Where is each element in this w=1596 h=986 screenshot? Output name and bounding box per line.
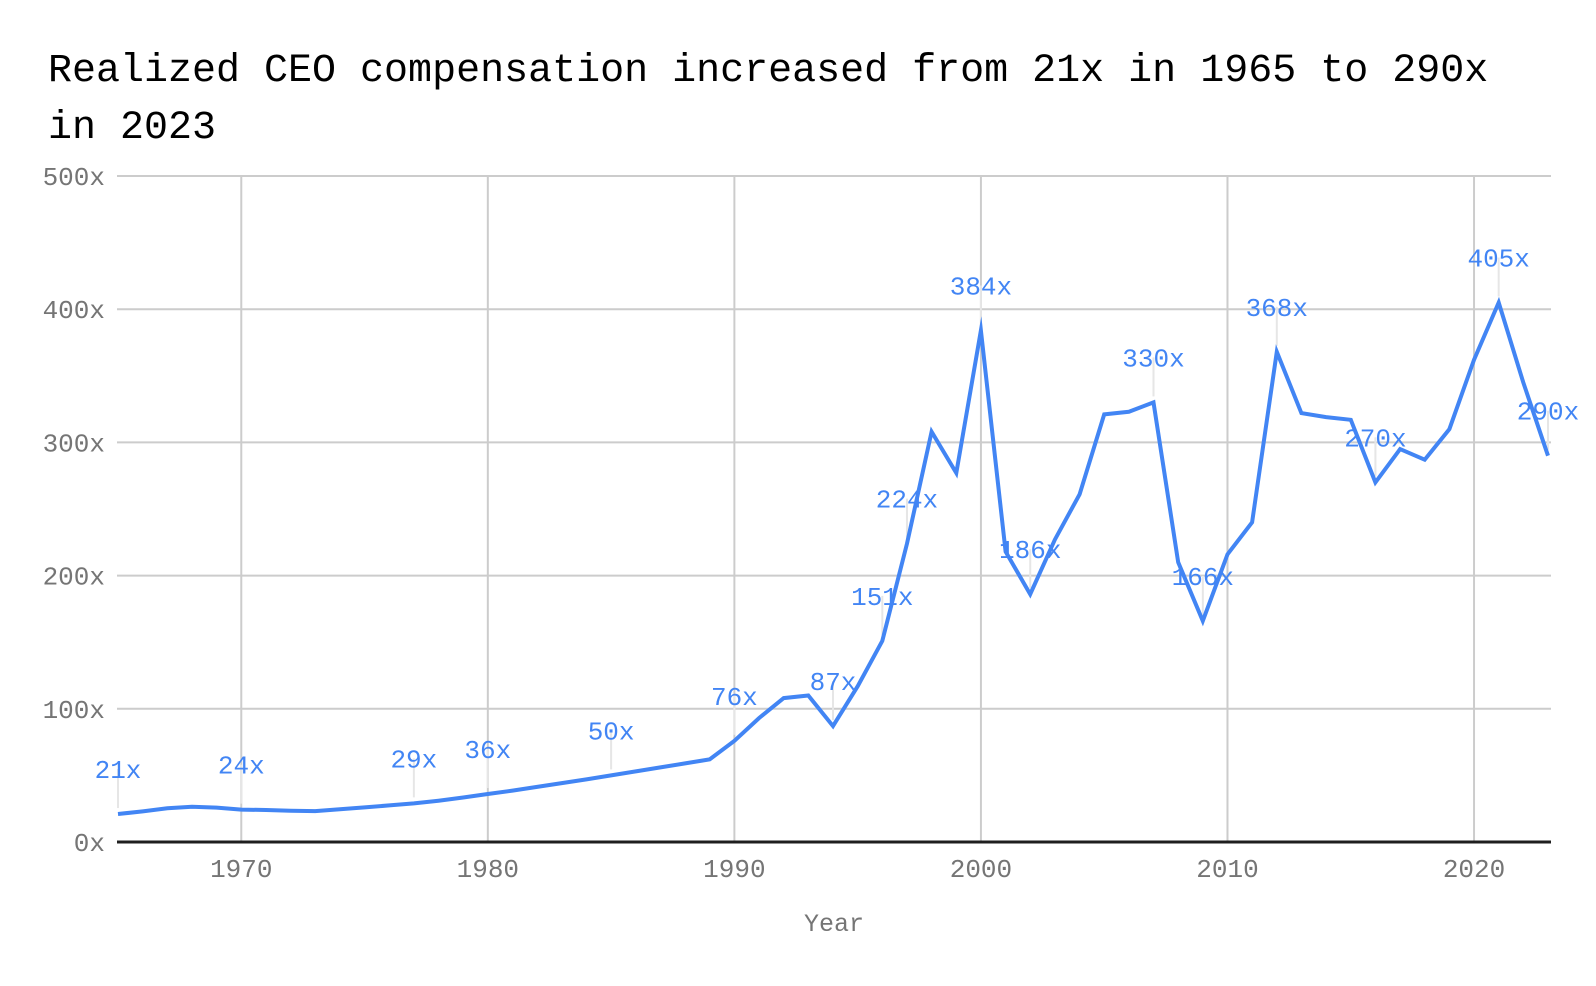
x-tick-label: 2010 (1196, 855, 1258, 885)
data-point-label: 29x (390, 745, 437, 775)
data-point-label: 186x (999, 536, 1061, 566)
data-point-label: 87x (810, 668, 857, 698)
data-point-label: 290x (1517, 398, 1579, 428)
data-point-label: 405x (1467, 245, 1529, 275)
y-tick-label: 300x (43, 429, 105, 459)
y-tick-label: 0x (74, 829, 105, 859)
y-tick-label: 400x (43, 296, 105, 326)
y-tick-label: 200x (43, 563, 105, 593)
chart-title: Realized CEO compensation increased from… (48, 49, 1489, 151)
x-tick-label: 2000 (950, 855, 1012, 885)
data-point-label: 384x (950, 273, 1012, 303)
data-point-label: 50x (588, 717, 635, 747)
series-line-realized-ceo-compensation (117, 296, 1550, 816)
data-point-label: 36x (464, 736, 511, 766)
y-tick-label: 500x (43, 163, 105, 193)
data-point-label: 330x (1122, 344, 1184, 374)
data-point-label: 166x (1172, 563, 1234, 593)
x-tick-label: 1990 (703, 855, 765, 885)
data-point-label: 368x (1246, 294, 1308, 324)
x-tick-label: 1970 (210, 855, 272, 885)
x-tick-label: 2020 (1443, 855, 1505, 885)
data-point-label: 270x (1344, 424, 1406, 454)
y-tick-label: 100x (43, 696, 105, 726)
data-point-label: 76x (711, 683, 758, 713)
x-axis-title: Year (803, 910, 864, 939)
x-tick-label: 1980 (457, 855, 519, 885)
data-point-label: 224x (876, 486, 938, 516)
data-point-label: 21x (95, 756, 142, 786)
data-point-label: 24x (218, 752, 265, 782)
data-point-label: 151x (851, 583, 913, 613)
